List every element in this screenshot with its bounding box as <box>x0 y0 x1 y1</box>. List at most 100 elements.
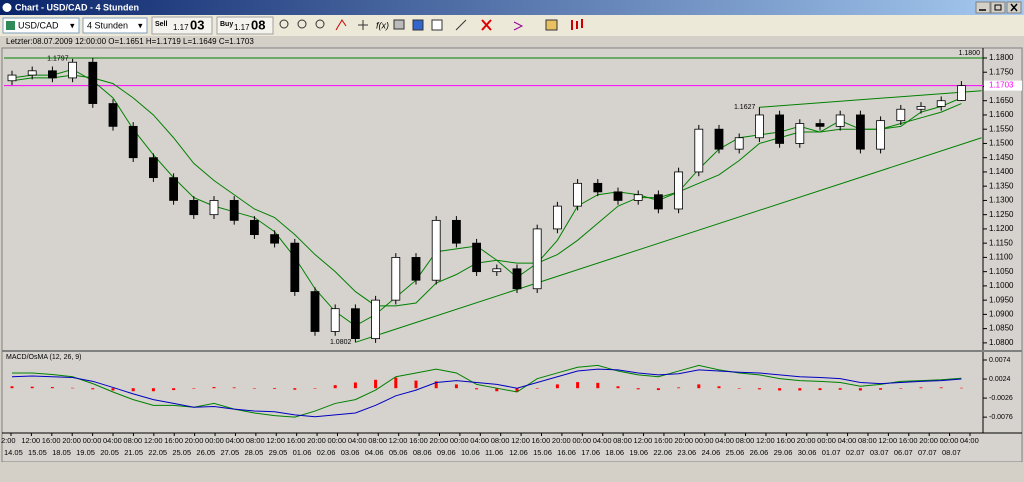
candle-body <box>795 123 805 144</box>
time-label: 04:00 <box>593 436 612 445</box>
restore-button[interactable] <box>990 1 1006 14</box>
osma-bar <box>454 384 458 389</box>
date-label: 12.06 <box>509 448 528 457</box>
y-tick-label: 1.1150 <box>989 238 1013 247</box>
candle-body <box>512 268 522 290</box>
date-label: 29.05 <box>269 448 288 457</box>
osma-bar <box>111 388 115 391</box>
candle-body <box>532 228 542 290</box>
candle-body <box>815 123 825 127</box>
osma-bar <box>535 388 539 389</box>
save-icon[interactable] <box>412 19 424 31</box>
date-label: 06.07 <box>894 448 913 457</box>
date-label: 26.05 <box>196 448 215 457</box>
date-label: 20.05 <box>100 448 119 457</box>
candle-body <box>734 137 744 150</box>
sell-pips: 03 <box>190 17 204 32</box>
osma-bar <box>778 388 782 391</box>
date-label: 18.06 <box>605 448 624 457</box>
y-tick-label: 1.1500 <box>989 139 1014 148</box>
osma-bar <box>616 386 620 389</box>
y-tick-label: -0.0026 <box>989 395 1013 402</box>
candle-body <box>249 219 259 236</box>
y-tick-label: 1.1800 <box>989 53 1014 62</box>
chart-mode-icon[interactable] <box>335 19 347 31</box>
time-label: 00:00 <box>572 436 591 445</box>
time-label: 12:00 <box>144 436 163 445</box>
indicator-icon[interactable]: f(x) <box>376 20 389 30</box>
candle-body <box>270 234 280 244</box>
zoom-out-icon[interactable] <box>297 19 307 29</box>
date-label: 02.06 <box>317 448 336 457</box>
osma-bar <box>50 387 54 389</box>
time-label: 12:00 <box>756 436 775 445</box>
sell-button[interactable] <box>151 16 213 35</box>
templates-icon[interactable] <box>545 19 558 31</box>
time-label: 12:00 <box>511 436 530 445</box>
osma-bar <box>212 387 216 389</box>
time-label: 20:00 <box>185 436 204 445</box>
osma-bar <box>172 388 176 391</box>
y-tick-label: 1.1050 <box>989 267 1014 276</box>
time-label: 08:00 <box>858 436 877 445</box>
time-label: 16:00 <box>287 436 306 445</box>
properties-icon[interactable] <box>431 19 443 31</box>
osma-bar <box>899 388 903 389</box>
candle-body <box>957 85 966 101</box>
candle-body <box>189 200 199 216</box>
time-label: 20:00 <box>919 436 938 445</box>
zoom-icon[interactable] <box>315 19 325 29</box>
objects-icon[interactable] <box>513 21 524 31</box>
candle-body <box>876 120 885 150</box>
status-area <box>0 462 1024 482</box>
candle-body <box>613 191 623 201</box>
period-select[interactable] <box>82 17 148 34</box>
delete-icon[interactable] <box>481 19 492 31</box>
osma-bar <box>798 388 802 391</box>
osma-bar <box>252 388 256 389</box>
time-label: 12:00 <box>634 436 653 445</box>
osma-bar <box>717 386 721 389</box>
candle-body <box>169 177 179 201</box>
zoom-in-icon[interactable] <box>279 19 289 29</box>
osma-bar <box>394 377 398 389</box>
time-label: 12:00 <box>389 436 408 445</box>
date-label: 16.06 <box>557 448 576 457</box>
date-label: 14.05 <box>4 448 23 457</box>
osma-bar <box>313 388 317 389</box>
buy-button[interactable] <box>216 16 274 35</box>
print-icon[interactable] <box>393 19 405 30</box>
time-label: 16:00 <box>654 436 673 445</box>
time-label: 04:00 <box>103 436 122 445</box>
y-tick-label: 1.1750 <box>989 67 1014 76</box>
time-label: 20:00 <box>797 436 816 445</box>
buy-price: 1.17 <box>234 23 250 32</box>
date-label: 03.07 <box>870 448 889 457</box>
price-annotation: 1.1627 <box>734 104 756 111</box>
candle-body <box>916 106 926 110</box>
time-label: 08:00 <box>736 436 755 445</box>
minimize-button[interactable] <box>975 1 991 14</box>
date-label: 26.06 <box>750 448 769 457</box>
line-tool-icon[interactable] <box>455 19 467 31</box>
macd-title: MACD/OsMA (12, 26, 9) <box>6 354 81 361</box>
time-label: 12:00 <box>21 436 40 445</box>
time-label: 16:00 <box>42 436 61 445</box>
crosshair-icon[interactable] <box>358 20 368 30</box>
time-label: 20:00 <box>552 436 571 445</box>
window-title: Chart - USD/CAD - 4 Stunden <box>15 2 139 12</box>
dropdown-arrow: ▾ <box>70 20 75 30</box>
time-label: 16:00 <box>164 436 183 445</box>
candle-body <box>775 114 784 144</box>
time-label: 16:00 <box>409 436 428 445</box>
y-tick-label: 1.1350 <box>989 181 1014 190</box>
symbol-select[interactable] <box>2 17 80 34</box>
date-label: 07.07 <box>918 448 937 457</box>
periods-icon[interactable] <box>571 19 583 30</box>
time-label: 00:00 <box>450 436 469 445</box>
osma-bar <box>333 385 337 389</box>
time-label: 04:00 <box>470 436 489 445</box>
candle-body <box>128 125 138 159</box>
candle-body <box>654 194 663 210</box>
